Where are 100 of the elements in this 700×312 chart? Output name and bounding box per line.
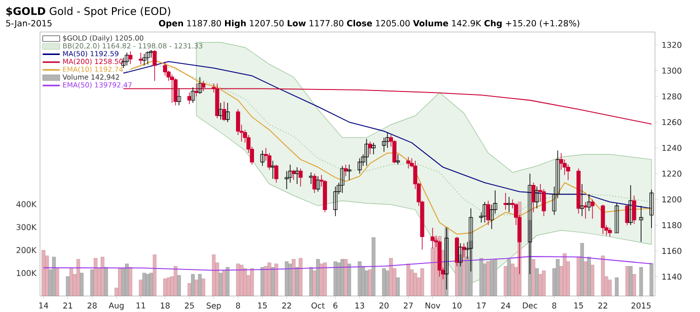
candlestick xyxy=(628,184,633,226)
candlestick xyxy=(312,173,317,194)
y2-tick-label: 300K xyxy=(16,224,37,230)
candlestick xyxy=(270,160,275,180)
candlestick xyxy=(274,164,278,184)
bar xyxy=(312,270,316,296)
candlestick xyxy=(372,142,376,155)
bar xyxy=(267,262,272,296)
candlestick xyxy=(128,50,132,65)
candlestick xyxy=(583,202,588,220)
x-tick-label: 28 xyxy=(88,302,97,309)
x-tick-label: Aug xyxy=(108,302,124,310)
candlestick xyxy=(340,166,344,194)
candlestick xyxy=(198,76,202,94)
x-tick-label: 22 xyxy=(598,302,608,308)
chart-subtitle: 5-Jan-2015 xyxy=(6,20,52,28)
candlestick xyxy=(344,164,348,177)
text: Open 1187.80 High 1207.50 Low 1177.80 Close 1205.00 Volume 142.9K Chg +15.20 (+1.28%) xyxy=(158,20,580,28)
candlestick xyxy=(385,132,390,148)
candlestick xyxy=(586,194,592,212)
candlestick xyxy=(368,141,372,155)
bar xyxy=(584,261,588,296)
bar xyxy=(152,254,157,296)
y-tick-label: 1200 xyxy=(662,196,682,202)
candlestick xyxy=(222,101,226,122)
candlestick xyxy=(600,204,605,235)
candlestick xyxy=(396,154,400,165)
x-tick-label: 14 xyxy=(39,302,48,308)
bar xyxy=(264,266,268,296)
candlestick xyxy=(152,50,157,82)
candlestick xyxy=(649,189,654,228)
y2-tick-label: 200K xyxy=(16,247,37,254)
candlestick xyxy=(124,52,129,66)
bar xyxy=(532,259,536,296)
candlestick xyxy=(347,164,352,180)
candlestick xyxy=(590,199,594,220)
bar xyxy=(163,278,167,296)
bar xyxy=(292,259,296,296)
bar xyxy=(201,278,206,296)
x-tick-label: 22 xyxy=(282,302,291,308)
y-tick-label: 1140 xyxy=(662,274,682,280)
candlestick xyxy=(295,166,300,184)
candlestick xyxy=(316,176,320,192)
candlestick xyxy=(504,192,508,210)
candlestick xyxy=(534,186,539,209)
candlestick xyxy=(176,88,182,106)
y-tick-label: 1280 xyxy=(662,93,682,100)
x-tick-label: 24 xyxy=(501,302,510,308)
x-tick-label: 6 xyxy=(333,302,338,309)
bar xyxy=(298,258,302,296)
candlestick xyxy=(531,182,536,213)
candlestick xyxy=(482,202,487,223)
y-tick-label: 1240 xyxy=(662,144,682,151)
x-tick-label: Dec xyxy=(522,302,538,308)
x-tick-label: 17 xyxy=(477,302,486,308)
y2-tick-label: 400K xyxy=(16,201,37,208)
y-tick-label: 1320 xyxy=(662,42,682,48)
candlestick xyxy=(333,186,338,216)
candlestick xyxy=(507,196,512,213)
x-tick-label: 18 xyxy=(160,302,170,309)
y-tick-label: 1260 xyxy=(662,119,682,126)
y-tick-label: 1300 xyxy=(662,68,682,74)
x-tick-label: Sep xyxy=(206,302,221,310)
candlestick xyxy=(260,150,264,166)
candlestick xyxy=(292,169,296,180)
x-tick-label: 13 xyxy=(355,302,364,309)
candlestick xyxy=(298,168,303,187)
candlestick xyxy=(142,54,146,66)
bar xyxy=(538,274,542,296)
bar xyxy=(194,280,198,296)
bar xyxy=(420,268,424,296)
x-tick-label: 25 xyxy=(184,302,194,309)
x-tick-label: 8 xyxy=(552,302,556,309)
candlestick xyxy=(608,227,612,238)
candlestick xyxy=(580,184,584,216)
candlestick xyxy=(406,156,410,169)
y-tick-label: 1180 xyxy=(662,222,682,228)
line-series xyxy=(43,256,652,271)
bar xyxy=(243,268,247,296)
candlestick xyxy=(308,172,314,184)
x-tick-label: 11 xyxy=(136,302,146,308)
y2-tick-label: 100K xyxy=(16,270,37,276)
bar xyxy=(510,264,514,296)
candlestick xyxy=(226,102,230,122)
bar xyxy=(562,253,567,296)
x-tick-label: 2015 xyxy=(632,302,651,309)
bar xyxy=(486,261,490,296)
candlestick xyxy=(146,50,150,65)
y-tick-label: 1220 xyxy=(662,170,682,177)
x-tick-label: 10 xyxy=(452,302,462,309)
candlestick xyxy=(358,158,362,174)
bar xyxy=(118,268,122,296)
bar xyxy=(42,250,46,296)
bar xyxy=(608,280,612,296)
bar xyxy=(344,259,348,296)
x-tick-label: 27 xyxy=(404,302,413,308)
x-tick-label: 21 xyxy=(63,302,72,308)
bar xyxy=(250,268,254,296)
x-tick-label: 15 xyxy=(574,302,583,308)
candlestick xyxy=(190,87,195,104)
